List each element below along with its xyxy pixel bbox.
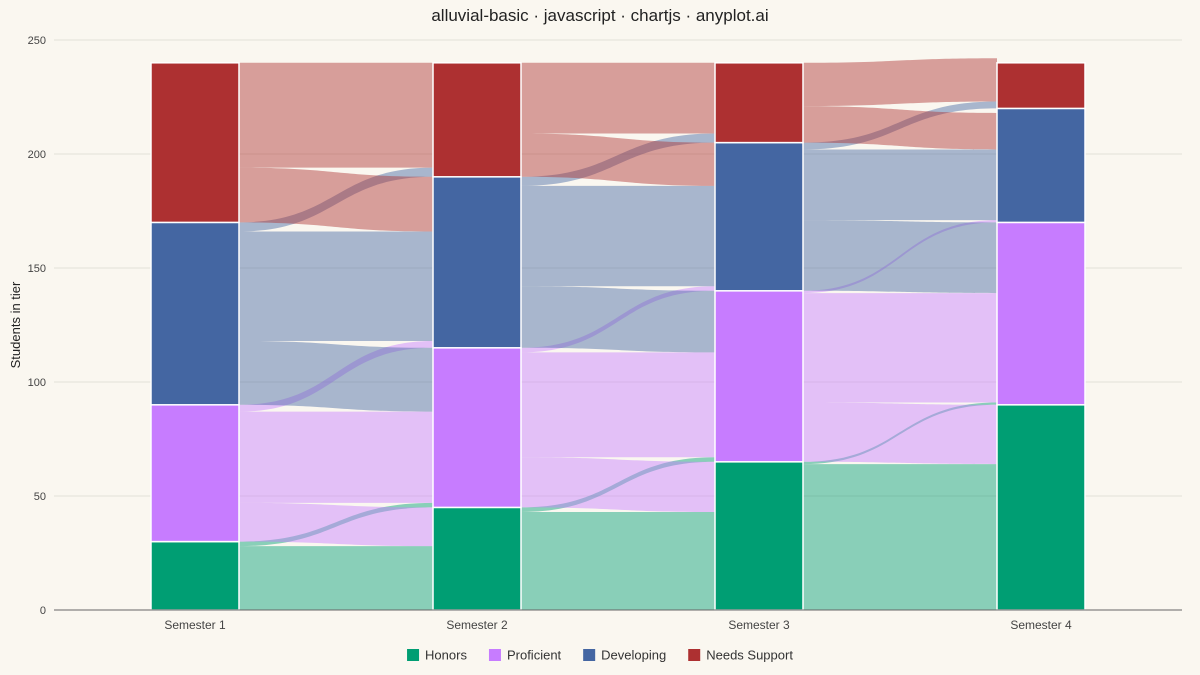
flow-semester-1-honors-to-honors bbox=[239, 546, 433, 610]
node-semester-1-honors bbox=[150, 540, 240, 611]
flow-semester-1-developing-to-needs-support bbox=[239, 167, 433, 232]
flow-semester-1-proficient-to-proficient bbox=[239, 411, 433, 503]
legend-label-needs-support: Needs Support bbox=[706, 648, 793, 663]
node-semester-2-proficient bbox=[432, 347, 522, 509]
node-semester-3-proficient bbox=[714, 290, 804, 463]
node-semester-3-developing bbox=[714, 141, 804, 292]
flow-semester-1-needs-support-to-needs-support bbox=[239, 62, 433, 168]
flow-semester-2-developing-to-needs-support bbox=[521, 133, 715, 186]
legend-label-developing: Developing bbox=[601, 648, 666, 663]
flow-semester-3-developing-to-proficient bbox=[803, 220, 997, 294]
legend-swatch-proficient bbox=[488, 649, 501, 661]
node-semester-1-developing bbox=[150, 221, 240, 406]
flow-semester-2-developing-to-developing bbox=[521, 185, 715, 287]
flow-semester-3-needs-support-to-developing bbox=[803, 106, 997, 150]
y-tick-label-100: 100 bbox=[28, 377, 46, 389]
flow-semester-3-honors-to-proficient bbox=[803, 402, 997, 465]
node-semester-2-needs-support bbox=[432, 62, 522, 178]
flow-semester-3-needs-support-to-needs-support bbox=[803, 58, 997, 107]
x-tick-label-semester-2: Semester 2 bbox=[446, 618, 508, 632]
legend-label-proficient: Proficient bbox=[507, 648, 562, 663]
legend-item-proficient[interactable]: Proficient bbox=[488, 648, 562, 663]
flow-ribbons bbox=[239, 58, 997, 610]
node-semester-3-needs-support bbox=[714, 62, 804, 144]
node-semester-4-needs-support bbox=[996, 62, 1086, 110]
legend-swatch-developing bbox=[583, 649, 596, 661]
x-tick-label-semester-1: Semester 1 bbox=[164, 618, 226, 632]
node-semester-1-proficient bbox=[150, 404, 240, 543]
axes: 0 50 100 150 200 250 Semester 1 Semester 2 Semes… bbox=[28, 35, 1182, 632]
legend-item-developing[interactable]: Developing bbox=[583, 648, 666, 663]
flow-semester-1-needs-support-to-developing bbox=[239, 167, 433, 232]
node-semester-4-proficient bbox=[996, 221, 1086, 406]
legend-label-honors: Honors bbox=[425, 648, 467, 663]
y-tick-label-0: 0 bbox=[40, 605, 46, 617]
y-tick-label-150: 150 bbox=[28, 263, 46, 275]
flow-semester-1-proficient-to-developing bbox=[239, 340, 433, 412]
flow-semester-2-needs-support-to-developing bbox=[521, 133, 715, 186]
node-semester-2-honors bbox=[432, 506, 522, 611]
flow-semester-3-honors-to-honors bbox=[803, 464, 997, 610]
chart-title: alluvial-basic · javascript · chartjs · … bbox=[431, 6, 768, 25]
y-tick-label-200: 200 bbox=[28, 149, 46, 161]
node-semester-4-developing bbox=[996, 107, 1086, 224]
y-tick-label-250: 250 bbox=[28, 35, 46, 47]
node-semester-1-needs-support bbox=[150, 62, 240, 224]
flow-semester-2-proficient-to-developing bbox=[521, 286, 715, 353]
flow-semester-2-proficient-to-proficient bbox=[521, 352, 715, 458]
legend-swatch-honors bbox=[407, 649, 420, 661]
flow-semester-3-developing-to-needs-support bbox=[803, 101, 997, 150]
flow-semester-2-needs-support-to-needs-support bbox=[521, 62, 715, 134]
y-axis-label: Students in tier bbox=[8, 281, 23, 368]
flow-semester-3-proficient-to-developing bbox=[803, 220, 997, 294]
x-tick-label-semester-4: Semester 4 bbox=[1010, 618, 1072, 632]
legend-swatch-needs-support bbox=[688, 649, 701, 661]
flow-semester-1-developing-to-developing bbox=[239, 231, 433, 341]
node-semester-3-honors bbox=[714, 461, 804, 611]
flow-semester-2-proficient-to-honors bbox=[521, 457, 715, 512]
flow-semester-2-honors-to-honors bbox=[521, 511, 715, 610]
node-semester-2-developing bbox=[432, 176, 522, 349]
flow-semester-1-honors-to-proficient bbox=[239, 502, 433, 547]
y-tick-label-50: 50 bbox=[34, 491, 46, 503]
tier-blocks bbox=[150, 62, 1086, 611]
legend: Honors Proficient Developing Needs Support bbox=[407, 648, 793, 663]
flow-semester-2-developing-to-proficient bbox=[521, 286, 715, 353]
flow-semester-1-developing-to-proficient bbox=[239, 340, 433, 412]
flow-semester-3-proficient-to-proficient bbox=[803, 293, 997, 403]
x-tick-label-semester-3: Semester 3 bbox=[728, 618, 790, 632]
legend-item-honors[interactable]: Honors bbox=[407, 648, 467, 663]
flow-semester-3-developing-to-developing bbox=[803, 149, 997, 221]
flow-semester-3-proficient-to-honors bbox=[803, 402, 997, 465]
flow-semester-1-proficient-to-honors bbox=[239, 502, 433, 547]
node-semester-4-honors bbox=[996, 404, 1086, 611]
legend-item-needs-support[interactable]: Needs Support bbox=[688, 648, 793, 663]
flow-semester-2-honors-to-proficient bbox=[521, 457, 715, 512]
